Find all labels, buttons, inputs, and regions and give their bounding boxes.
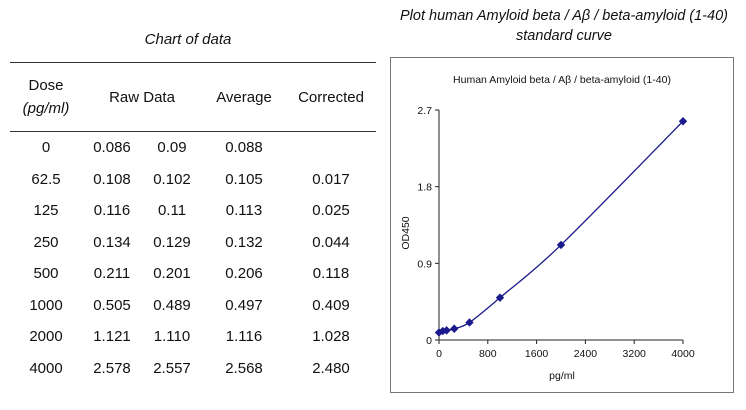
table-title: Chart of data <box>144 31 232 48</box>
cell-corrected: 2.480 <box>312 359 350 377</box>
cell-dose: 250 <box>33 233 59 251</box>
cell-raw2: 0.09 <box>157 139 187 157</box>
data-point <box>556 240 566 250</box>
y-tick-label: 2.7 <box>417 105 432 117</box>
figure-title-line2: standard curve <box>516 28 612 44</box>
cell-raw2: 1.110 <box>153 328 191 346</box>
y-tick-label: 1.8 <box>417 182 432 194</box>
y-tick-label: 0 <box>426 335 432 347</box>
cell-raw2: 2.557 <box>153 359 191 377</box>
cell-raw1: 0.134 <box>93 233 131 251</box>
cell-raw1: 0.211 <box>93 265 131 283</box>
cell-raw2: 0.102 <box>153 170 191 188</box>
header-raw-data: Raw Data <box>82 62 202 132</box>
cell-dose: 1000 <box>29 296 63 314</box>
cell-raw1: 0.116 <box>93 202 131 220</box>
cell-average: 0.132 <box>225 233 263 251</box>
data-point <box>678 117 688 126</box>
figure-title-line1: Plot human Amyloid beta / Aβ / beta-amyl… <box>400 8 728 24</box>
cell-dose: 4000 <box>29 359 63 377</box>
cell-raw2: 0.11 <box>157 202 187 220</box>
data-table-container: Dose (pg/ml) Raw Data Average Corrected … <box>10 62 376 384</box>
table-row: 500 0.211 0.201 0.206 0.118 <box>10 258 376 290</box>
cell-corrected: 0.044 <box>312 233 350 251</box>
cell-raw1: 0.086 <box>93 139 131 157</box>
cell-dose: 62.5 <box>31 170 61 188</box>
cell-corrected: 0.409 <box>312 296 350 314</box>
x-tick-label: 800 <box>479 348 497 360</box>
cell-corrected <box>286 132 376 164</box>
cell-corrected: 0.118 <box>312 265 350 283</box>
table-row: 0 0.086 0.09 0.088 <box>10 132 376 164</box>
table-header-row: Dose (pg/ml) Raw Data Average Corrected <box>10 62 376 132</box>
cell-average: 0.088 <box>225 139 263 157</box>
cell-raw2: 0.201 <box>153 265 191 283</box>
y-axis-label: OD450 <box>400 216 412 249</box>
x-tick-label: 2400 <box>574 348 598 360</box>
x-tick-label: 3200 <box>623 348 647 360</box>
table-row: 125 0.116 0.11 0.113 0.025 <box>10 195 376 227</box>
data-point <box>450 324 459 333</box>
table-row: 62.5 0.108 0.102 0.105 0.017 <box>10 164 376 196</box>
cell-raw1: 1.121 <box>93 328 131 346</box>
cell-corrected: 0.017 <box>312 170 350 188</box>
data-point <box>495 293 505 302</box>
header-dose-label: Dose <box>28 77 64 94</box>
x-axis-label: pg/ml <box>549 370 575 382</box>
y-tick-label: 0.9 <box>417 258 432 270</box>
cell-average: 0.105 <box>225 170 263 188</box>
cell-average: 1.116 <box>225 328 263 346</box>
data-point <box>465 318 474 327</box>
standard-curve-chart: Human Amyloid beta / Aβ / beta-amyloid (… <box>400 74 695 382</box>
cell-raw1: 0.108 <box>93 170 131 188</box>
table-row: 250 0.134 0.129 0.132 0.044 <box>10 227 376 259</box>
plot-area: Human Amyloid beta / Aβ / beta-amyloid (… <box>390 57 734 393</box>
cell-dose: 2000 <box>29 328 63 346</box>
header-dose: Dose (pg/ml) <box>10 62 82 132</box>
cell-raw1: 2.578 <box>93 359 131 377</box>
cell-raw2: 0.489 <box>153 296 191 314</box>
cell-dose: 0 <box>41 139 51 157</box>
data-point <box>442 326 451 335</box>
cell-average: 0.206 <box>225 265 263 283</box>
cell-average: 0.497 <box>225 296 263 314</box>
header-average: Average <box>202 62 286 132</box>
x-tick-label: 0 <box>436 348 442 360</box>
x-tick-label: 1600 <box>525 348 549 360</box>
cell-average: 2.568 <box>225 359 263 377</box>
cell-raw2: 0.129 <box>153 233 191 251</box>
cell-raw1: 0.505 <box>93 296 131 314</box>
header-corrected: Corrected <box>286 62 376 132</box>
cell-dose: 500 <box>33 265 59 283</box>
table-row: 2000 1.121 1.110 1.116 1.028 <box>10 321 376 353</box>
cell-corrected: 0.025 <box>312 202 350 220</box>
x-tick-label: 4000 <box>671 348 695 360</box>
cell-corrected: 1.028 <box>312 328 350 346</box>
standard-curve-line <box>438 120 684 334</box>
cell-dose: 125 <box>33 202 59 220</box>
figure-title: Plot human Amyloid beta / Aβ / beta-amyl… <box>382 6 746 46</box>
data-table: Dose (pg/ml) Raw Data Average Corrected … <box>10 62 376 384</box>
table-row: 1000 0.505 0.489 0.497 0.409 <box>10 290 376 322</box>
chart-title: Human Amyloid beta / Aβ / beta-amyloid (… <box>453 74 671 86</box>
table-row: 4000 2.578 2.557 2.568 2.480 <box>10 353 376 385</box>
header-dose-unit: (pg/ml) <box>22 100 70 117</box>
cell-average: 0.113 <box>225 202 263 220</box>
